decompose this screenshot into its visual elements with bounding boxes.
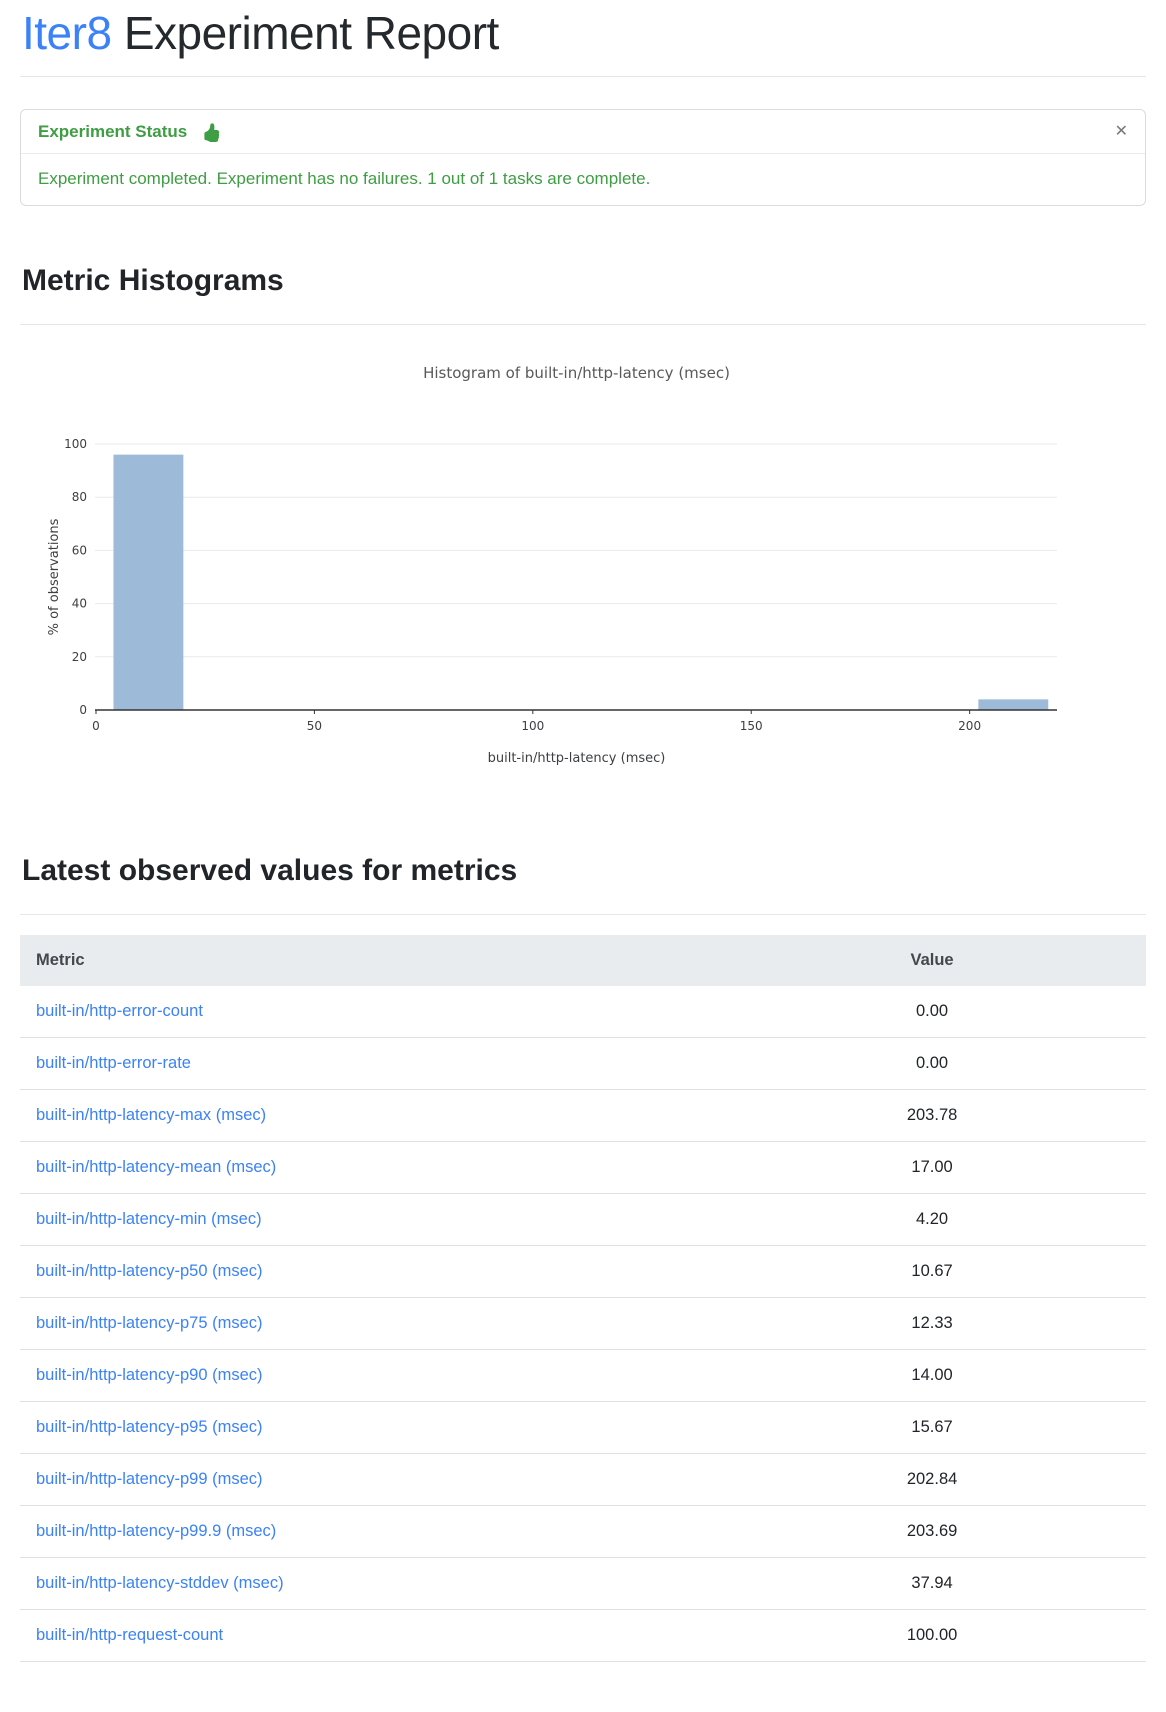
report-page: Iter8 Experiment Report Experiment Statu…: [20, 6, 1146, 1662]
page-title: Iter8 Experiment Report: [22, 6, 1146, 60]
metric-cell: built-in/http-latency-mean (msec): [20, 1141, 719, 1194]
table-row: built-in/http-error-count 0.00: [20, 986, 1146, 1038]
metric-cell: built-in/http-latency-p90 (msec): [20, 1349, 719, 1402]
histogram-bar: [113, 454, 184, 710]
metric-value: 0.00: [718, 986, 1146, 1038]
status-message: Experiment completed. Experiment has no …: [38, 169, 651, 188]
title-divider: [20, 76, 1146, 77]
table-row: built-in/http-latency-p99 (msec) 202.84: [20, 1453, 1146, 1506]
metric-value: 14.00: [718, 1349, 1146, 1402]
header-row: Metric Value: [20, 935, 1146, 986]
x-tick-label: 0: [92, 719, 100, 733]
table-row: built-in/http-error-rate 0.00: [20, 1037, 1146, 1090]
thumbs-up-icon: [202, 122, 221, 142]
metric-link[interactable]: built-in/http-latency-stddev (msec): [36, 1574, 284, 1592]
metric-cell: built-in/http-latency-p75 (msec): [20, 1297, 719, 1350]
x-tick-label: 100: [521, 719, 544, 733]
table-row: built-in/http-latency-max (msec) 203.78: [20, 1089, 1146, 1142]
table-row: built-in/http-latency-p75 (msec) 12.33: [20, 1297, 1146, 1350]
metric-link[interactable]: built-in/http-latency-mean (msec): [36, 1158, 277, 1176]
metric-cell: built-in/http-latency-p99.9 (msec): [20, 1505, 719, 1558]
metric-link[interactable]: built-in/http-latency-p95 (msec): [36, 1418, 263, 1436]
metric-link[interactable]: built-in/http-latency-p99 (msec): [36, 1470, 263, 1488]
metric-link[interactable]: built-in/http-latency-min (msec): [36, 1210, 262, 1228]
metrics-table-head: Metric Value: [20, 935, 1146, 986]
table-row: built-in/http-latency-min (msec) 4.20: [20, 1193, 1146, 1246]
metric-value: 4.20: [718, 1193, 1146, 1246]
metric-link[interactable]: built-in/http-latency-p90 (msec): [36, 1366, 263, 1384]
y-tick-label: 0: [79, 703, 87, 717]
metric-cell: built-in/http-latency-max (msec): [20, 1089, 719, 1142]
table-row: built-in/http-latency-mean (msec) 17.00: [20, 1141, 1146, 1194]
y-tick-label: 80: [72, 490, 87, 504]
metric-cell: built-in/http-latency-p99 (msec): [20, 1453, 719, 1506]
metric-value: 17.00: [718, 1141, 1146, 1194]
status-card-header: Experiment Status ✕: [21, 110, 1145, 154]
metric-link[interactable]: built-in/http-request-count: [36, 1626, 224, 1644]
experiment-status-card: Experiment Status ✕ Experiment completed…: [20, 109, 1146, 206]
table-row: built-in/http-latency-p90 (msec) 14.00: [20, 1349, 1146, 1402]
x-axis-title: built-in/http-latency (msec): [488, 751, 666, 766]
metric-cell: built-in/http-error-count: [20, 986, 719, 1038]
metrics-heading: Latest observed values for metrics: [22, 854, 518, 887]
metric-cell: built-in/http-latency-stddev (msec): [20, 1557, 719, 1610]
metric-value: 203.69: [718, 1505, 1146, 1558]
histograms-heading: Metric Histograms: [22, 264, 284, 297]
y-tick-label: 60: [72, 543, 87, 557]
metric-value: 37.94: [718, 1557, 1146, 1610]
metric-value: 0.00: [718, 1037, 1146, 1090]
metrics-table-body: built-in/http-error-count 0.00 built-in/ht…: [20, 986, 1146, 1662]
metric-link[interactable]: built-in/http-error-rate: [36, 1054, 191, 1072]
metric-value: 203.78: [718, 1089, 1146, 1142]
metric-link[interactable]: built-in/http-latency-p99.9 (msec): [36, 1522, 277, 1540]
metrics-table: Metric Value built-in/http-error-count 0.…: [20, 935, 1146, 1662]
y-tick-label: 40: [72, 597, 87, 611]
metric-cell: built-in/http-error-rate: [20, 1037, 719, 1090]
x-tick-label: 200: [958, 719, 981, 733]
metric-value: 10.67: [718, 1245, 1146, 1298]
table-row: built-in/http-latency-stddev (msec) 37.94: [20, 1557, 1146, 1610]
y-tick-label: 20: [72, 650, 87, 664]
latency-histogram-chart: 0 50 100 150 200 0 20 40 60 80 100 Histogram of bui…: [20, 337, 1146, 772]
histogram-svg: 0 50 100 150 200 0 20 40 60 80 100 Histogram of bui…: [47, 364, 1057, 766]
value-column-header: Value: [718, 935, 1146, 986]
metric-link[interactable]: built-in/http-error-count: [36, 1002, 203, 1020]
page-title-rest: Experiment Report: [111, 7, 500, 59]
metric-column-header: Metric: [20, 935, 719, 986]
metric-value: 12.33: [718, 1297, 1146, 1350]
table-row: built-in/http-latency-p50 (msec) 10.67: [20, 1245, 1146, 1298]
metric-cell: built-in/http-latency-min (msec): [20, 1193, 719, 1246]
chart-title: Histogram of built-in/http-latency (msec…: [423, 364, 730, 382]
metric-value: 15.67: [718, 1401, 1146, 1454]
metric-cell: built-in/http-request-count: [20, 1609, 719, 1662]
metric-value: 100.00: [718, 1609, 1146, 1662]
metrics-divider: [20, 914, 1146, 915]
metric-link[interactable]: built-in/http-latency-p75 (msec): [36, 1314, 263, 1332]
x-tick-label: 50: [307, 719, 322, 733]
y-axis-title: % of observations: [47, 518, 62, 635]
metric-value: 202.84: [718, 1453, 1146, 1506]
histograms-divider: [20, 324, 1146, 325]
metric-cell: built-in/http-latency-p50 (msec): [20, 1245, 719, 1298]
histogram-bar: [978, 699, 1049, 710]
x-tick-label: 150: [740, 719, 763, 733]
metric-link[interactable]: built-in/http-latency-p50 (msec): [36, 1262, 263, 1280]
metric-link[interactable]: built-in/http-latency-max (msec): [36, 1106, 267, 1124]
table-row: built-in/http-latency-p99.9 (msec) 203.69: [20, 1505, 1146, 1558]
close-icon[interactable]: ✕: [1114, 123, 1128, 140]
y-tick-label: 100: [64, 437, 87, 451]
status-card-title: Experiment Status: [38, 122, 188, 141]
brand-name: Iter8: [22, 7, 112, 59]
table-row: built-in/http-latency-p95 (msec) 15.67: [20, 1401, 1146, 1454]
metric-cell: built-in/http-latency-p95 (msec): [20, 1401, 719, 1454]
table-row: built-in/http-request-count 100.00: [20, 1609, 1146, 1662]
